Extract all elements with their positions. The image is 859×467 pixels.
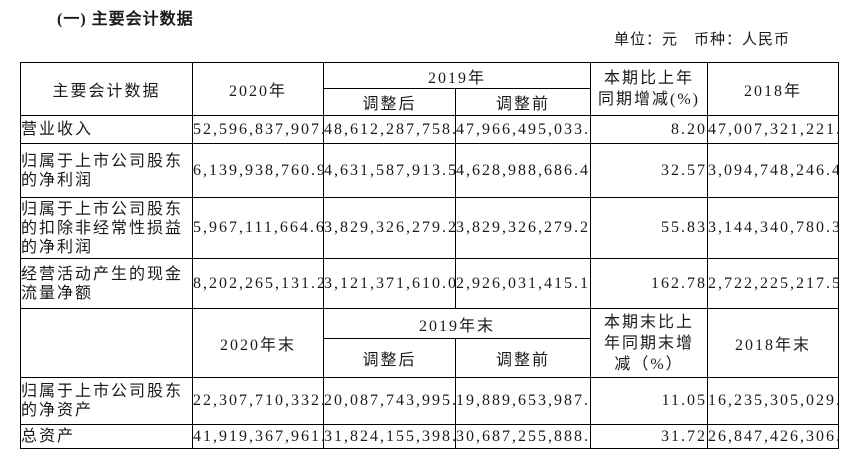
cell-adjusted-before: 47,966,495,033.74: [454, 115, 592, 144]
table-row: 总资产 41,919,367,961.05 31,824,155,398.19 …: [20, 424, 840, 449]
cell-2018: 47,007,321,221.24: [707, 115, 840, 144]
cell-2020: 41,919,367,961.05: [192, 424, 324, 449]
cell-2020: 22,307,710,332.05: [192, 377, 324, 425]
cell-adjusted-after: 4,631,587,913.58: [323, 143, 456, 198]
table1-header-row-top: 主要会计数据 2020年 2019年 本期比上年 同期增减(%) 2018年: [20, 62, 840, 116]
table1-header-adjusted-before: 调整前: [454, 88, 592, 116]
cell-2020: 6,139,938,760.90: [192, 143, 324, 198]
table2-header-change: 本期末比上 年同期末增 减（%）: [590, 308, 709, 378]
cell-change-pct: 31.72: [590, 424, 709, 449]
cell-adjusted-before: 2,926,031,415.11: [454, 258, 592, 309]
row-label: 归属于上市公司股东的净资产: [20, 377, 193, 425]
cell-adjusted-before: 4,628,988,686.48: [454, 143, 592, 198]
row-label: 总资产: [20, 424, 193, 449]
table1-header-2019-group: 2019年: [322, 62, 592, 89]
accounting-data-table: 主要会计数据 2020年 2019年 本期比上年 同期增减(%) 2018年 调…: [20, 62, 840, 449]
table2-header-item: [20, 308, 193, 378]
cell-adjusted-before: 3,829,326,279.25: [454, 197, 592, 259]
cell-2018: 2,722,225,217.54: [707, 258, 840, 309]
table1-header-item: 主要会计数据: [20, 62, 193, 116]
table2-header-row-sub: 调整后 调整前: [21, 338, 839, 378]
table-row: 归属于上市公司股东的扣除非经常性损益的净利润 5,967,111,664.65 …: [20, 197, 840, 259]
cell-2020: 52,596,837,907.89: [192, 115, 324, 144]
table1-header-adjusted-after: 调整后: [323, 88, 456, 116]
cell-2018: 16,235,305,029.88: [707, 377, 840, 425]
table2-header-adjusted-before: 调整前: [454, 338, 592, 378]
table2-header-2019-group: 2019年末: [322, 308, 592, 339]
table1-header-2020: 2020年: [192, 62, 324, 116]
cell-2020: 8,202,265,131.29: [192, 258, 324, 309]
unit-currency-note: 单位：元 币种：人民币: [613, 32, 790, 48]
table-row: 营业收入 52,596,837,907.89 48,612,287,758.59…: [20, 115, 840, 144]
cell-adjusted-after: 3,829,326,279.25: [323, 197, 456, 259]
cell-change-pct: 8.20: [590, 115, 709, 144]
table1-header-2018: 2018年: [707, 62, 840, 116]
cell-adjusted-before: 30,687,255,888.76: [454, 424, 592, 449]
cell-2018: 3,094,748,246.45: [707, 143, 840, 198]
table1-header-change: 本期比上年 同期增减(%): [590, 62, 709, 116]
cell-adjusted-after: 3,121,371,610.04: [323, 258, 456, 309]
table2-header-row-top: 2020年末 2019年末 本期末比上 年同期末增 减（%） 2018年末: [20, 308, 840, 378]
cell-change-pct: 32.57: [590, 143, 709, 198]
row-label: 归属于上市公司股东的扣除非经常性损益的净利润: [20, 197, 193, 259]
row-label: 营业收入: [20, 115, 193, 144]
table2-header-2020: 2020年末: [192, 308, 324, 378]
cell-2020: 5,967,111,664.65: [192, 197, 324, 259]
cell-change-pct: 162.78: [590, 258, 709, 309]
table2-header-2018: 2018年末: [707, 308, 840, 378]
cell-adjusted-after: 31,824,155,398.19: [323, 424, 456, 449]
section-title: (一) 主要会计数据: [57, 11, 194, 28]
cell-adjusted-after: 48,612,287,758.59: [323, 115, 456, 144]
cell-2018: 26,847,426,306.46: [707, 424, 840, 449]
row-label: 归属于上市公司股东的净利润: [20, 143, 193, 198]
table2-header-adjusted-after: 调整后: [323, 338, 456, 378]
table-row: 归属于上市公司股东的净利润 6,139,938,760.90 4,631,587…: [20, 143, 840, 198]
cell-change-pct: 55.83: [590, 197, 709, 259]
cell-adjusted-before: 19,889,653,987.31: [454, 377, 592, 425]
table-row: 经营活动产生的现金流量净额 8,202,265,131.29 3,121,371…: [20, 258, 840, 309]
table-row: 归属于上市公司股东的净资产 22,307,710,332.05 20,087,7…: [20, 377, 840, 425]
cell-change-pct: 11.05: [590, 377, 709, 425]
table1-header-row-sub: 调整后 调整前: [21, 88, 839, 116]
cell-2018: 3,144,340,780.35: [707, 197, 840, 259]
cell-adjusted-after: 20,087,743,995.08: [323, 377, 456, 425]
row-label: 经营活动产生的现金流量净额: [20, 258, 193, 309]
